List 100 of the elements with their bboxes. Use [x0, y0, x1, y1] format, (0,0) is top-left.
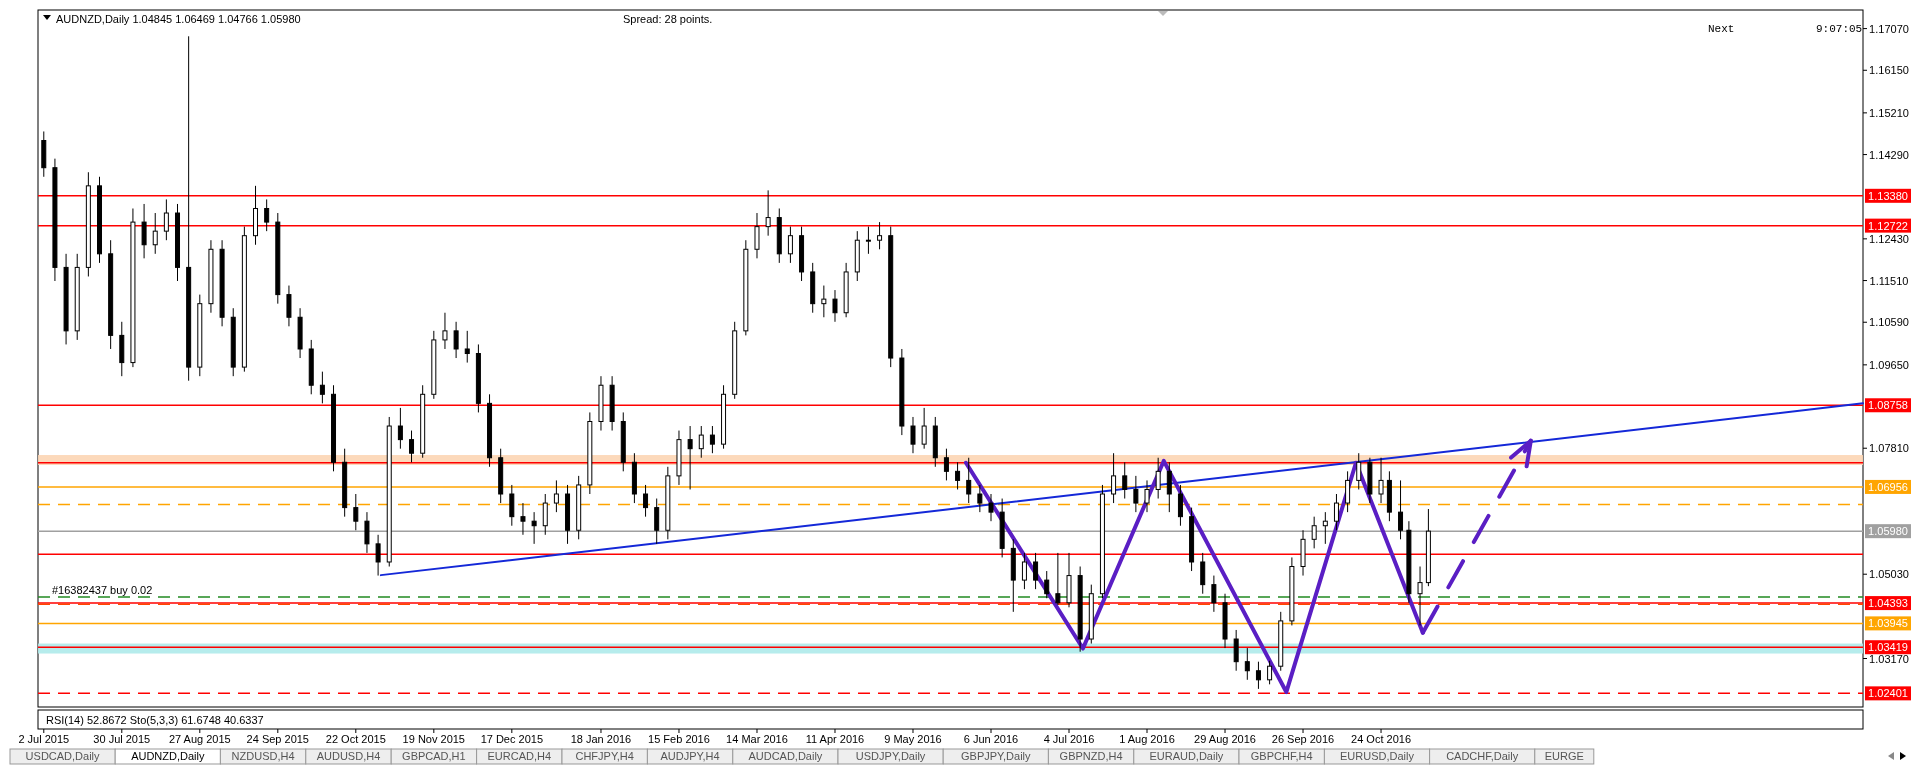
ref-line-label: 1.13380	[1868, 189, 1908, 202]
x-tick-label: 11 Apr 2016	[805, 733, 865, 745]
candlestick	[921, 407, 927, 450]
candlestick	[955, 461, 961, 490]
candlestick	[520, 502, 526, 536]
candlestick	[1267, 660, 1273, 685]
candlestick	[787, 226, 793, 264]
candlestick	[364, 511, 370, 554]
candlestick	[141, 203, 147, 259]
annotation: Next	[1708, 23, 1735, 35]
candlestick	[1417, 566, 1423, 626]
candlestick	[453, 321, 459, 359]
candlestick	[966, 457, 972, 504]
annotation: 9:07:05	[1816, 23, 1863, 35]
text: AUDNZD,Daily	[131, 750, 205, 762]
chart-title: AUDNZD,Daily 1.04845 1.06469 1.04766 1.05980	[56, 13, 301, 25]
text: EURUSD,Daily	[1340, 750, 1415, 762]
candlestick	[152, 212, 158, 255]
text: AUDUSD,H4	[316, 750, 381, 762]
text: GBPNZD,H4	[1059, 750, 1123, 762]
candlestick	[163, 198, 169, 241]
x-tick-label: 15 Feb 2016	[648, 733, 710, 745]
text: GBPJPY,Daily	[961, 750, 1032, 762]
candlestick	[943, 448, 949, 481]
x-tick-label: 4 Jul 2016	[1043, 733, 1095, 745]
candlestick	[1345, 470, 1351, 513]
candlestick	[1233, 629, 1239, 672]
y-tick-label: 1.07810	[1869, 442, 1909, 455]
x-tick-label: 18 Jan 2016	[570, 733, 632, 745]
text: AUDCAD,Daily	[748, 750, 823, 762]
text: GBPCAD,H1	[402, 750, 466, 762]
x-tick-label: 24 Sep 2015	[246, 733, 309, 745]
candlestick	[1055, 552, 1061, 606]
candlestick	[542, 493, 548, 536]
y-tick-label: 1.11510	[1869, 274, 1909, 287]
candlestick	[1378, 457, 1384, 504]
x-tick-label: 22 Oct 2015	[325, 733, 386, 745]
candlestick	[1333, 493, 1339, 531]
y-tick-label: 1.14290	[1869, 148, 1909, 161]
candlestick	[1021, 552, 1027, 590]
x-tick-label: 9 May 2016	[884, 733, 942, 745]
candlestick	[1200, 552, 1206, 595]
candlestick	[1111, 452, 1117, 504]
candlestick	[397, 407, 403, 450]
candlestick	[687, 425, 693, 490]
x-tick-label: 2 Jul 2015	[18, 733, 70, 745]
candlestick	[1211, 575, 1217, 613]
ref-line-label: 1.03419	[1868, 641, 1908, 654]
x-tick-label: 26 Sep 2016	[1271, 733, 1335, 745]
candlestick	[1155, 457, 1161, 500]
candlestick	[865, 226, 871, 255]
candlestick	[754, 212, 760, 259]
candlestick	[877, 221, 883, 250]
text: USDJPY,Daily	[855, 750, 926, 762]
y-tick-label: 1.16150	[1869, 64, 1909, 77]
candlestick	[531, 511, 537, 545]
candlestick	[698, 425, 704, 459]
candlestick	[1122, 461, 1128, 500]
candlestick	[1144, 479, 1150, 513]
candlestick	[1255, 661, 1261, 690]
text: EURGE	[1544, 750, 1584, 762]
candlestick	[821, 285, 827, 318]
ref-line-label: 1.12722	[1868, 219, 1908, 232]
candlestick	[1133, 475, 1139, 513]
y-tick-label: 1.09650	[1869, 358, 1909, 371]
ref-line-label: 1.05980	[1868, 525, 1908, 538]
candlestick	[1044, 570, 1050, 599]
x-tick-label: 24 Oct 2016	[1351, 733, 1411, 745]
x-tick-label: 30 Jul 2015	[93, 733, 151, 745]
y-tick-label: 1.10590	[1869, 316, 1909, 329]
candlestick	[319, 371, 325, 404]
ref-line-label: 1.06956	[1868, 480, 1908, 493]
text: CHFJPY,H4	[575, 750, 634, 762]
ref-line-label: 1.04393	[1868, 597, 1908, 610]
candlestick	[264, 198, 270, 232]
ref-line-label: 1.03945	[1868, 617, 1908, 630]
candlestick	[977, 484, 983, 513]
candlestick	[553, 479, 559, 513]
annotation: Spread: 28 points.	[623, 13, 713, 25]
candlestick	[1322, 511, 1328, 545]
y-tick-label: 1.05030	[1869, 568, 1909, 581]
text: EURCAD,H4	[487, 750, 552, 762]
candlestick	[353, 493, 359, 531]
ref-line-label: 1.08758	[1868, 399, 1908, 412]
candlestick	[1177, 484, 1183, 527]
ref-line-label: 1.02401	[1868, 687, 1908, 700]
x-tick-label: 19 Nov 2015	[402, 733, 466, 745]
y-tick-label: 1.15210	[1869, 106, 1909, 119]
candlestick	[409, 430, 415, 463]
candlestick	[765, 189, 771, 237]
text: USDCAD,Daily	[25, 750, 101, 762]
y-tick-label: 1.17070	[1869, 22, 1909, 35]
text: GBPCHF,H4	[1250, 750, 1313, 762]
annotation: #16382437 buy 0.02	[52, 583, 153, 596]
candlestick	[464, 330, 470, 364]
candlestick	[1356, 452, 1362, 490]
candlestick	[709, 425, 715, 454]
candlestick	[509, 484, 515, 527]
candlestick	[654, 498, 660, 545]
x-tick-label: 14 Mar 2016	[726, 733, 788, 745]
